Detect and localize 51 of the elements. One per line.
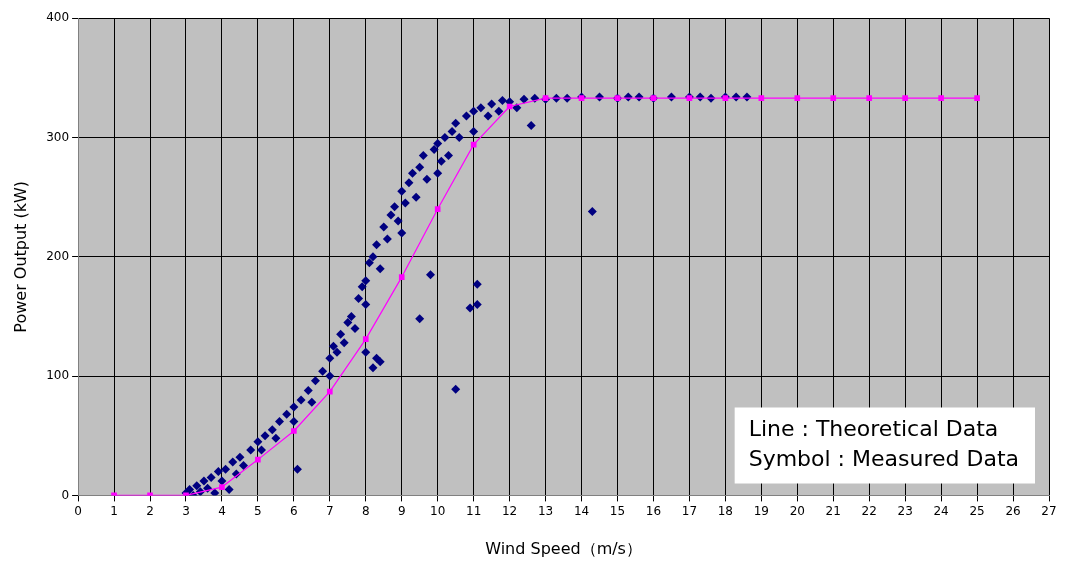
x-tick-label: 13 (537, 503, 554, 518)
y-tick-label: 300 (46, 129, 70, 144)
x-tick-label: 23 (897, 503, 913, 518)
x-tick-label: 26 (1005, 503, 1021, 518)
point (398, 274, 405, 280)
x-tick-label: 27 (1041, 503, 1057, 518)
y-tick-label: 100 (46, 368, 70, 383)
x-tick-label: 5 (254, 503, 262, 518)
x-tick-label: 22 (861, 503, 877, 518)
point (362, 336, 369, 342)
point (219, 484, 225, 490)
x-tick-label: 7 (326, 503, 334, 518)
point (758, 95, 765, 101)
point (255, 456, 261, 463)
x-tick-label: 10 (430, 503, 446, 518)
point (974, 95, 980, 101)
annotation: Line : Theoretical Data (748, 416, 999, 442)
y-tick-label: 0 (61, 487, 70, 502)
point (830, 95, 837, 101)
point (291, 428, 297, 434)
x-tick-label: 8 (361, 503, 370, 518)
x-tick-label: 24 (933, 503, 949, 518)
y-tick-label: 200 (46, 248, 70, 263)
x-tick-label: 16 (645, 503, 662, 518)
x-tick-label: 11 (466, 503, 482, 518)
x-tick-label: 19 (753, 503, 769, 518)
x-axis-title: Wind Speed（m/s） (485, 538, 642, 558)
x-tick-label: 6 (290, 503, 298, 518)
annotation: Symbol : Measured Data (748, 446, 1020, 472)
x-tick-label: 20 (789, 503, 805, 518)
x-tick-label: 9 (397, 503, 406, 518)
y-axis-title: Power Output (kW) (10, 180, 30, 333)
x-tick-label: 14 (573, 503, 590, 518)
x-tick-label: 15 (609, 503, 626, 518)
point (326, 388, 333, 395)
x-tick-label: 21 (825, 503, 841, 518)
x-tick-label: 2 (146, 503, 154, 518)
x-tick-label: 1 (110, 503, 118, 518)
y-tick-label: 400 (46, 10, 70, 25)
point (938, 95, 944, 101)
x-tick-label: 18 (717, 503, 734, 518)
point (866, 95, 873, 101)
x-tick-label: 12 (501, 503, 518, 518)
x-tick-label: 25 (969, 503, 985, 518)
x-tick-label: 17 (681, 503, 698, 518)
x-tick-label: 4 (218, 503, 226, 518)
x-tick-label: 0 (74, 503, 82, 518)
x-tick-label: 3 (182, 503, 190, 518)
point (794, 95, 801, 101)
point (434, 206, 441, 212)
point (902, 95, 908, 101)
